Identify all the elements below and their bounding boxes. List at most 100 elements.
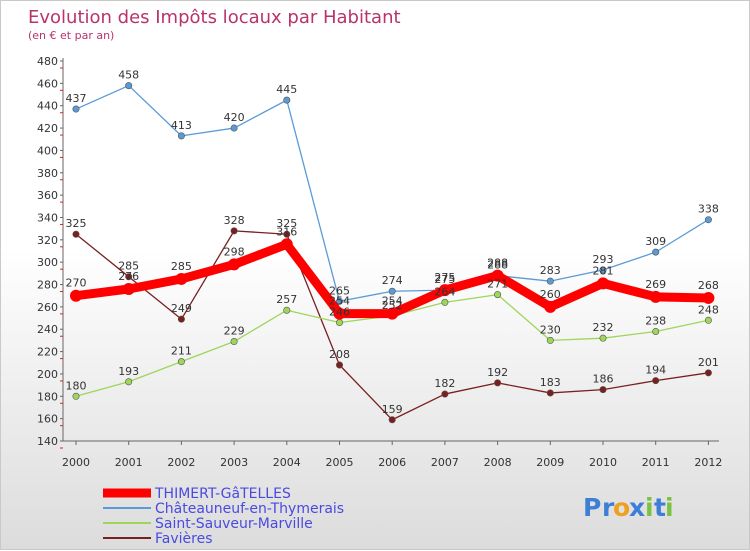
data-point [704,369,712,377]
data-label: 257 [276,293,297,306]
x-tick-label: 2000 [62,456,90,469]
x-tick-label: 2009 [536,456,564,469]
data-point [72,392,80,400]
data-point [72,105,80,113]
y-tick-label: 280 [37,279,58,292]
series-saint-sauveur-marville [72,291,712,400]
data-point [388,416,396,424]
data-point [283,230,291,238]
data-label: 288 [487,257,508,270]
data-label: 445 [276,83,297,96]
data-label: 246 [329,306,350,319]
data-point [228,258,241,271]
y-tick-label: 360 [37,189,58,202]
data-label: 159 [382,403,403,416]
data-point [72,230,80,238]
data-label: 265 [329,284,350,297]
data-point [491,269,504,282]
x-tick-label: 2005 [326,456,354,469]
data-point [599,266,607,274]
data-label: 208 [329,348,350,361]
data-label: 211 [171,345,192,358]
data-label: 252 [382,299,403,312]
y-tick-label: 180 [37,390,58,403]
data-label: 229 [224,325,245,338]
data-label: 248 [698,303,719,316]
y-tick-label: 440 [37,100,58,113]
data-point [388,287,396,295]
y-tick-label: 160 [37,413,58,426]
legend-label: THIMERT-GâTELLES [154,486,291,502]
logo-letter: t [654,493,666,522]
logo-letter: i [665,493,674,522]
data-label: 194 [645,364,666,377]
series-ch-teauneuf-en-thymerais [72,82,712,305]
y-tick-label: 240 [37,323,58,336]
data-label: 288 [487,259,508,272]
data-label: 183 [540,376,561,389]
data-label: 316 [276,225,297,238]
data-label: 193 [118,365,139,378]
data-label: 180 [66,379,87,392]
data-label: 260 [540,288,561,301]
data-label: 437 [66,92,87,105]
data-point [652,248,660,256]
legend-label: Châteauneuf-en-Thymerais [155,501,344,517]
data-point [280,238,293,251]
x-tick-label: 2001 [115,456,143,469]
data-point [546,277,554,285]
data-label: 249 [171,302,192,315]
data-label: 230 [540,323,561,336]
data-point [546,336,554,344]
data-point [546,389,554,397]
logo-letter: i [645,493,654,522]
data-point [230,124,238,132]
logo-letter: o [613,493,630,522]
data-label: 270 [66,277,87,290]
data-label: 254 [329,295,350,308]
data-label: 325 [66,217,87,230]
data-label: 201 [698,356,719,369]
data-label: 458 [118,69,139,82]
data-point [335,361,343,369]
data-point [283,306,291,314]
x-tick-label: 2012 [694,456,722,469]
data-label: 328 [224,214,245,227]
series-layer [70,82,715,424]
data-point [386,307,399,320]
data-label: 420 [224,111,245,124]
y-tick-label: 380 [37,167,58,180]
y-tick-label: 200 [37,368,58,381]
x-tick-label: 2007 [431,456,459,469]
data-point [438,284,451,297]
data-point [335,319,343,327]
data-point [494,291,502,299]
series-thimert-g-telles [70,238,715,320]
axes: 140 160 180 200 220 240 260 280 300 320 340 360 380 4… [37,55,722,469]
data-label: 276 [118,270,139,283]
data-point [544,300,557,313]
data-point [599,386,607,394]
data-point [494,379,502,387]
data-point [652,377,660,385]
legend-label: Saint-Sauveur-Marville [155,516,313,532]
data-point [702,291,715,304]
data-point [704,216,712,224]
y-tick-label: 140 [37,435,58,448]
y-tick-label: 460 [37,77,58,90]
y-tick-label: 340 [37,211,58,224]
data-point [125,273,133,281]
data-label: 268 [698,279,719,292]
data-point [125,82,133,90]
logo-letter: P [583,493,601,522]
data-label: 281 [593,264,614,277]
data-label: 254 [382,295,403,308]
data-label: 192 [487,366,508,379]
y-tick-label: 220 [37,346,58,359]
data-point [70,289,82,302]
data-label: 182 [434,377,455,390]
data-label: 325 [276,217,297,230]
data-label: 275 [434,273,455,286]
